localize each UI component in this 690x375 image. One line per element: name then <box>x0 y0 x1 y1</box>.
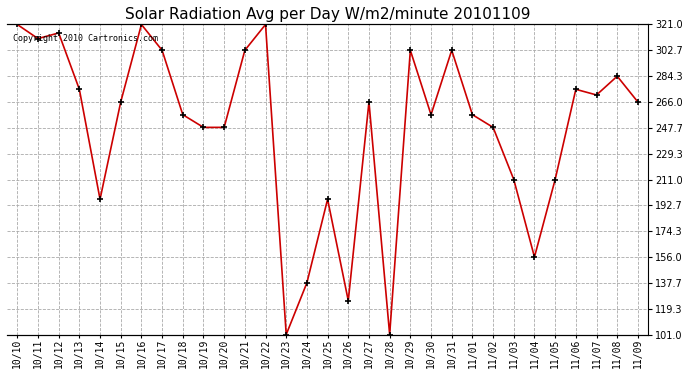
Text: Copyright 2010 Cartronics.com: Copyright 2010 Cartronics.com <box>13 34 159 43</box>
Title: Solar Radiation Avg per Day W/m2/minute 20101109: Solar Radiation Avg per Day W/m2/minute … <box>125 7 531 22</box>
